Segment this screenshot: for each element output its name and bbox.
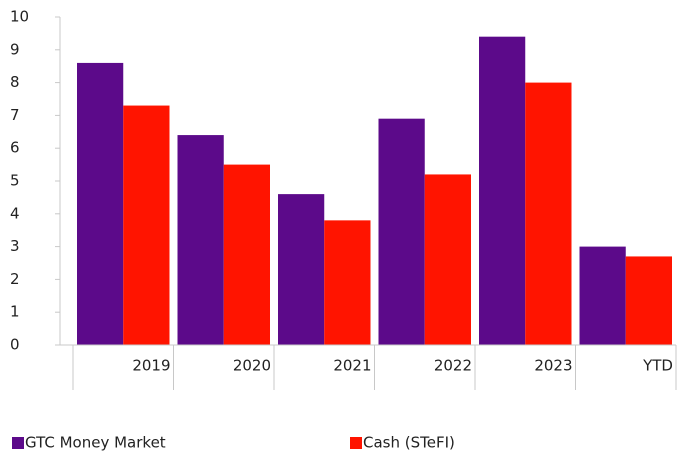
x-tick-label: 2019 <box>132 357 170 375</box>
y-tick-label: 7 <box>10 106 20 124</box>
legend-label: Cash (STeFI) <box>363 434 455 452</box>
x-tick-label: 2023 <box>534 357 572 375</box>
y-tick-label: 4 <box>10 204 20 222</box>
y-tick-label: 2 <box>10 270 20 288</box>
y-tick-label: 3 <box>10 237 20 255</box>
bar <box>223 164 270 345</box>
bar <box>525 82 572 345</box>
y-tick-label: 5 <box>10 172 20 190</box>
y-tick-label: 6 <box>10 139 20 157</box>
bar <box>378 118 425 346</box>
x-tick-label: YTD <box>642 357 673 375</box>
bar <box>625 256 672 345</box>
y-tick-label: 8 <box>10 73 20 91</box>
bar <box>479 36 526 346</box>
bar <box>177 135 224 345</box>
x-tick-label: 2022 <box>434 357 472 375</box>
legend-swatch <box>12 437 24 449</box>
bar <box>77 62 124 346</box>
y-tick-label: 1 <box>10 303 20 321</box>
bar <box>579 246 626 345</box>
bar <box>278 194 325 345</box>
legend-label: GTC Money Market <box>25 434 166 452</box>
legend-swatch <box>350 437 362 449</box>
x-tick-label: 2021 <box>333 357 371 375</box>
x-tick-label: 2020 <box>233 357 271 375</box>
bar <box>123 105 170 345</box>
y-tick-label: 0 <box>10 336 20 354</box>
y-tick-label: 9 <box>10 40 20 58</box>
bar <box>424 174 471 345</box>
y-tick-label: 10 <box>10 8 29 26</box>
bar <box>324 220 371 345</box>
